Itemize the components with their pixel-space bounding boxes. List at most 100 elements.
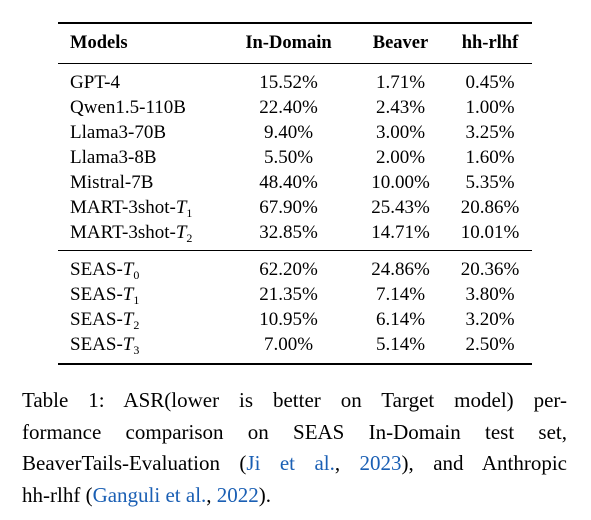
model-variable: T: [122, 283, 134, 305]
model-name: SEAS-: [70, 308, 123, 330]
model-name-cell: SEAS-T1: [58, 283, 224, 307]
table-row: SEAS-T1 21.35% 7.14% 3.80%: [58, 282, 532, 307]
table-row: GPT-4 15.52% 1.71% 0.45%: [58, 70, 532, 95]
model-subscript: 1: [186, 205, 193, 220]
model-name: MART-3shot-: [70, 196, 176, 218]
hh-rlhf-cell: 3.80%: [465, 283, 515, 305]
model-name-cell: Qwen1.5-110B: [58, 97, 224, 119]
in-domain-cell: 62.20%: [259, 258, 318, 280]
model-variable: T: [122, 258, 134, 280]
model-name-cell: SEAS-T2: [58, 308, 224, 332]
table-header-row: Models In-Domain Beaver hh-rlhf: [58, 24, 532, 63]
citation-year[interactable]: 2023: [359, 451, 402, 475]
table-row: SEAS-T3 7.00% 5.14% 2.50%: [58, 332, 532, 357]
citation-separator: ,: [334, 451, 360, 475]
table-row: Llama3-70B 9.40% 3.00% 3.25%: [58, 120, 532, 145]
model-name: Llama3-8B: [70, 146, 157, 168]
caption-text: hh-rlhf (: [22, 482, 93, 507]
caption-line-4: hh-rlhf (Ganguli et al., 2022).: [22, 480, 567, 512]
hh-rlhf-cell: 2.50%: [465, 333, 515, 355]
seas-models-group: SEAS-T0 62.20% 24.86% 20.36% SEAS-T1 21.35% 7.…: [58, 257, 532, 357]
hh-rlhf-cell: 1.00%: [465, 96, 515, 118]
in-domain-cell: 21.35%: [259, 283, 318, 305]
beaver-cell: 24.86%: [371, 258, 430, 280]
model-name: SEAS-: [70, 333, 123, 355]
beaver-cell: 5.14%: [375, 333, 426, 355]
model-name-cell: MART-3shot-T2: [58, 221, 224, 245]
model-variable: T: [122, 333, 134, 355]
model-name: MART-3shot-: [70, 221, 176, 243]
model-subscript: 1: [133, 292, 140, 307]
table-caption: Table 1: ASR(lower is better on Target m…: [22, 385, 567, 511]
model-variable: T: [175, 196, 187, 218]
model-name-cell: GPT-4: [58, 72, 224, 94]
caption-line-2: formance comparison on SEAS In-Domain te…: [22, 419, 567, 444]
in-domain-cell: 22.40%: [259, 96, 318, 118]
table-row: Qwen1.5-110B 22.40% 2.43% 1.00%: [58, 95, 532, 120]
caption-text: ).: [258, 482, 272, 507]
model-name-cell: MART-3shot-T1: [58, 196, 224, 220]
citation-year[interactable]: 2022: [216, 482, 259, 507]
hh-rlhf-cell: 3.25%: [465, 121, 515, 143]
hh-rlhf-cell: 10.01%: [460, 221, 520, 243]
model-name-cell: Llama3-70B: [58, 122, 224, 144]
model-name-cell: SEAS-T3: [58, 333, 224, 357]
citation-link-ganguli[interactable]: Ganguli et al., 2022: [93, 483, 259, 507]
hh-rlhf-cell: 5.35%: [465, 171, 515, 193]
citation-author[interactable]: Ganguli et al.: [92, 482, 207, 507]
beaver-cell: 2.43%: [375, 96, 426, 118]
caption-text: BeaverTails-Evaluation (: [22, 451, 247, 475]
citation-author[interactable]: Ji et al.: [246, 451, 335, 475]
table-row: SEAS-T2 10.95% 6.14% 3.20%: [58, 307, 532, 332]
model-variable: T: [122, 308, 134, 330]
beaver-cell: 10.00%: [371, 171, 430, 193]
table-group-rule: [58, 250, 532, 251]
hh-rlhf-cell: 0.45%: [465, 71, 515, 93]
model-name: Mistral-7B: [70, 171, 154, 193]
in-domain-cell: 15.52%: [259, 71, 318, 93]
table-row: MART-3shot-T1 67.90% 25.43% 20.86%: [58, 195, 532, 220]
hh-rlhf-cell: 1.60%: [465, 146, 515, 168]
model-subscript: 3: [133, 342, 140, 357]
in-domain-cell: 67.90%: [259, 196, 318, 218]
model-name: Llama3-70B: [70, 121, 167, 143]
citation-separator: ,: [206, 482, 217, 507]
header-in-domain: In-Domain: [245, 33, 332, 53]
hh-rlhf-cell: 3.20%: [465, 308, 515, 330]
beaver-cell: 1.71%: [375, 71, 426, 93]
in-domain-cell: 32.85%: [259, 221, 318, 243]
table-row: Llama3-8B 5.50% 2.00% 1.60%: [58, 145, 532, 170]
in-domain-cell: 5.50%: [263, 146, 314, 168]
header-models: Models: [70, 33, 128, 53]
beaver-cell: 25.43%: [371, 196, 430, 218]
table-header-rule: [58, 63, 532, 64]
header-beaver: Beaver: [372, 33, 429, 53]
in-domain-cell: 7.00%: [263, 333, 314, 355]
model-name: Qwen1.5-110B: [70, 96, 186, 118]
beaver-cell: 2.00%: [375, 146, 426, 168]
model-name: SEAS-: [70, 258, 123, 280]
model-name-cell: Llama3-8B: [58, 147, 224, 169]
model-subscript: 0: [133, 267, 140, 282]
model-name: GPT-4: [70, 71, 120, 93]
table-bottom-rule: [58, 363, 532, 365]
model-name: SEAS-: [70, 283, 123, 305]
hh-rlhf-cell: 20.36%: [460, 258, 520, 280]
caption-line-1: Table 1: ASR(lower is better on Target m…: [22, 388, 567, 412]
beaver-cell: 6.14%: [375, 308, 426, 330]
model-name-cell: SEAS-T0: [58, 258, 224, 282]
beaver-cell: 7.14%: [375, 283, 426, 305]
hh-rlhf-cell: 20.86%: [460, 196, 520, 218]
table-row: SEAS-T0 62.20% 24.86% 20.36%: [58, 257, 532, 282]
baseline-models-group: GPT-4 15.52% 1.71% 0.45% Qwen1.5-110B 22.40% 2…: [58, 70, 532, 245]
table-row: MART-3shot-T2 32.85% 14.71% 10.01%: [58, 220, 532, 245]
header-hh-rlhf: hh-rlhf: [461, 33, 519, 53]
results-table: Models In-Domain Beaver hh-rlhf GPT-4 15.…: [58, 22, 532, 365]
in-domain-cell: 48.40%: [259, 171, 318, 193]
model-variable: T: [175, 221, 187, 243]
table-top-rule: [58, 22, 532, 24]
table-row: Mistral-7B 48.40% 10.00% 5.35%: [58, 170, 532, 195]
caption-line-3: BeaverTails-Evaluation (Ji et al., 2023)…: [22, 448, 567, 480]
citation-link-ji[interactable]: Ji et al., 2023: [246, 451, 401, 475]
model-subscript: 2: [186, 230, 193, 245]
